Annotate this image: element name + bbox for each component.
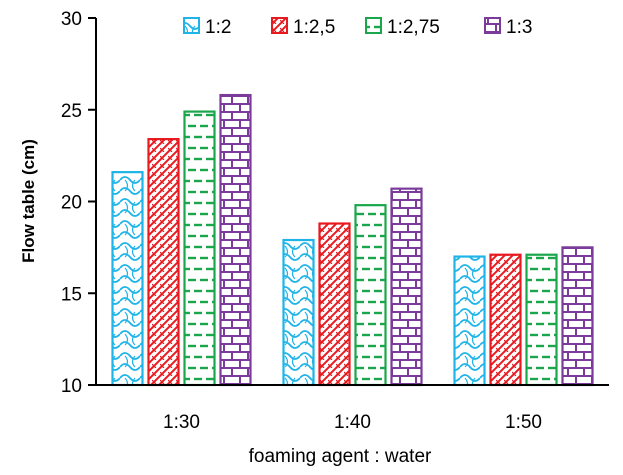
legend-swatch — [484, 17, 501, 34]
bar-1-40-series-3 — [390, 187, 423, 387]
bar-1-30-series-0 — [111, 171, 144, 387]
legend-item-3: 1:3 — [484, 17, 532, 38]
y-ticks: 10 15 20 25 30 — [61, 9, 96, 397]
legend-label: 1:2,75 — [387, 17, 440, 38]
legend-label: 1:2,5 — [293, 17, 335, 38]
bar-1-40-series-0 — [282, 238, 315, 387]
y-tick-label: 30 — [61, 9, 82, 30]
y-tick-label: 25 — [61, 101, 82, 122]
bars — [111, 93, 594, 387]
legend-item-1: 1:2,5 — [271, 17, 335, 38]
bar-1-40-series-1 — [318, 222, 351, 387]
legend-item-0: 1:2 — [183, 17, 231, 38]
y-tick-label: 10 — [61, 376, 82, 397]
bar-1-50-series-3 — [561, 246, 594, 387]
legend-label: 1:2 — [205, 17, 231, 38]
bar-1-50-series-2 — [525, 253, 558, 387]
legend: 1:2 1:2,5 1:2,75 1:3 — [183, 17, 532, 38]
y-tick-label: 20 — [61, 193, 82, 214]
x-ticks: 1:30 1:40 1:50 — [163, 412, 542, 433]
bar-1-40-series-2 — [354, 204, 387, 387]
legend-item-2: 1:2,75 — [365, 17, 440, 38]
x-tick-label: 1:30 — [163, 412, 200, 433]
legend-swatch — [183, 17, 200, 34]
bar-1-50-series-1 — [489, 253, 522, 387]
legend-label: 1:3 — [506, 17, 532, 38]
x-tick-label: 1:40 — [334, 412, 371, 433]
bar-1-30-series-1 — [147, 138, 180, 387]
legend-swatch — [365, 17, 382, 34]
bar-1-50-series-0 — [453, 255, 486, 387]
y-tick-label: 15 — [61, 284, 82, 305]
x-axis-title: foaming agent : water — [249, 446, 432, 467]
bar-1-30-series-3 — [219, 93, 252, 387]
legend-swatch — [271, 17, 288, 34]
bar-1-30-series-2 — [183, 110, 216, 387]
y-axis-title: Flow table (cm) — [19, 139, 38, 263]
x-tick-label: 1:50 — [505, 412, 542, 433]
